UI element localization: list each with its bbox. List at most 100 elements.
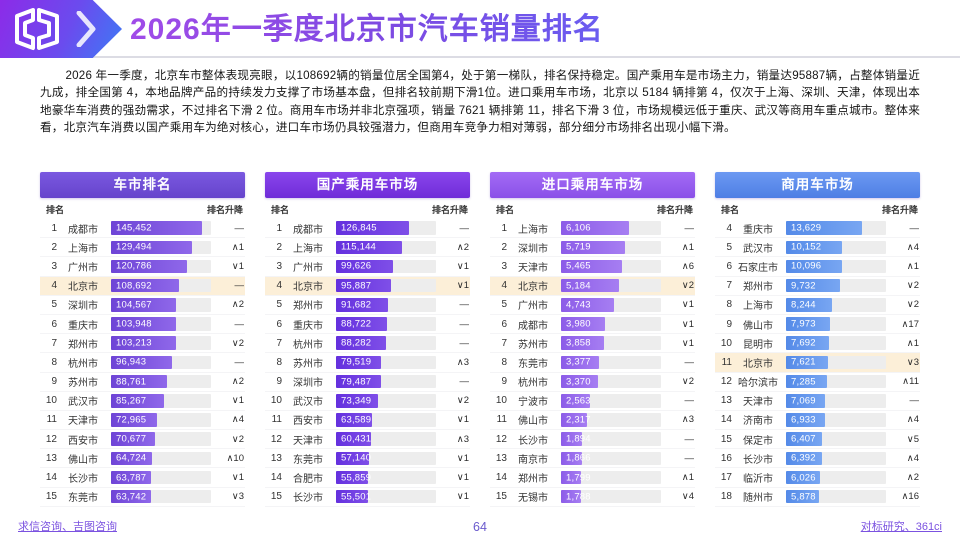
table-rows: 1 成都市 126,845 — 2 上海市 115,144 ∧2 3 广州市 9… bbox=[265, 219, 470, 507]
sales-value-label: 145,452 bbox=[116, 222, 152, 234]
rank-cell: 4 bbox=[51, 280, 57, 292]
rank-change-cell: ∧1 bbox=[681, 472, 694, 484]
sales-bar-track: 95,887 bbox=[336, 278, 436, 293]
sales-value-label: 1,788 bbox=[566, 491, 591, 503]
sales-bar-track: 10,152 bbox=[786, 240, 886, 255]
sales-bar bbox=[336, 259, 393, 274]
rank-cell: 15 bbox=[45, 491, 57, 503]
sales-bar-track: 88,761 bbox=[111, 374, 211, 389]
rank-cell: 9 bbox=[726, 318, 732, 330]
sales-value-label: 7,285 bbox=[791, 376, 816, 388]
sales-value-label: 6,106 bbox=[566, 222, 591, 234]
table-row: 10 武汉市 85,267 ∨1 bbox=[40, 392, 245, 411]
city-cell: 长沙市 bbox=[518, 435, 548, 447]
sales-bar bbox=[786, 240, 843, 255]
sales-bar bbox=[336, 432, 371, 446]
rank-cell: 10 bbox=[45, 395, 57, 407]
rank-change-cell: ∨1 bbox=[456, 414, 469, 426]
sales-bar-track: 72,965 bbox=[111, 413, 211, 427]
rank-change-cell: ∨1 bbox=[456, 260, 469, 272]
rank-cell: 7 bbox=[501, 337, 507, 349]
sales-bar-track: 63,787 bbox=[111, 470, 211, 485]
rank-change-cell: ∧10 bbox=[226, 452, 244, 464]
table-row: 12 哈尔滨市 7,285 ∧11 bbox=[715, 373, 920, 392]
table-row: 8 苏州市 79,519 ∧3 bbox=[265, 353, 470, 373]
rank-change-cell: ∨1 bbox=[231, 260, 244, 272]
rank-cell: 14 bbox=[495, 472, 507, 484]
table-row: 14 长沙市 63,787 ∨1 bbox=[40, 468, 245, 488]
sales-value-label: 6,407 bbox=[791, 433, 816, 445]
rank-change-cell: ∨2 bbox=[231, 433, 244, 445]
rank-change-cell: ∧2 bbox=[456, 241, 469, 253]
brand-logo-icon bbox=[15, 8, 59, 50]
sales-value-label: 104,567 bbox=[116, 299, 152, 311]
table-row: 9 佛山市 7,973 ∧17 bbox=[715, 315, 920, 335]
sales-bar-track: 104,567 bbox=[111, 298, 211, 312]
sales-bar-track: 64,724 bbox=[111, 451, 211, 466]
sales-bar bbox=[336, 489, 368, 504]
rank-change-cell: ∧16 bbox=[901, 491, 919, 503]
change-column-header: 排名升降 bbox=[656, 205, 693, 215]
table-row: 12 长沙市 1,894 — bbox=[490, 430, 695, 450]
footer-right-links[interactable]: 对标研究、361ci bbox=[860, 521, 942, 533]
rank-change-cell: ∧6 bbox=[681, 260, 694, 272]
city-cell: 广州市 bbox=[68, 262, 98, 274]
rank-cell: 10 bbox=[720, 337, 732, 349]
sales-bar bbox=[561, 298, 614, 312]
sales-value-label: 3,377 bbox=[566, 356, 591, 368]
sales-bar bbox=[336, 278, 391, 293]
rank-change-cell: — bbox=[459, 318, 470, 330]
table-row: 13 南京市 1,866 — bbox=[490, 449, 695, 469]
sales-bar-track: 88,722 bbox=[336, 317, 436, 331]
change-column-header: 排名升降 bbox=[881, 205, 918, 215]
sales-value-label: 5,184 bbox=[566, 280, 591, 292]
table-row: 13 天津市 7,069 — bbox=[715, 392, 920, 411]
intro-paragraph: 2026 年一季度，北京车市整体表现亮眼，以108692辆的销量位居全国第4，处… bbox=[40, 69, 920, 134]
rank-column-header: 排名 bbox=[496, 205, 515, 215]
change-column-header: 排名升降 bbox=[431, 205, 468, 215]
rank-cell: 18 bbox=[720, 491, 732, 503]
rank-change-cell: ∨2 bbox=[906, 299, 919, 311]
sales-bar-track: 55,859 bbox=[336, 470, 436, 485]
city-cell: 济南市 bbox=[743, 416, 773, 428]
rank-change-cell: ∨3 bbox=[906, 356, 919, 368]
rank-cell: 5 bbox=[726, 241, 732, 253]
table-row: 5 深圳市 104,567 ∧2 bbox=[40, 296, 245, 315]
rank-cell: 12 bbox=[720, 376, 732, 388]
city-cell: 天津市 bbox=[68, 416, 98, 428]
sales-bar-track: 6,407 bbox=[786, 432, 886, 446]
sales-value-label: 79,519 bbox=[341, 356, 372, 368]
rank-cell: 10 bbox=[495, 395, 507, 407]
city-cell: 长沙市 bbox=[68, 474, 98, 486]
table-row: 8 杭州市 96,943 — bbox=[40, 353, 245, 373]
sales-value-label: 85,267 bbox=[116, 395, 147, 407]
sales-bar-track: 4,743 bbox=[561, 298, 661, 312]
sales-value-label: 6,026 bbox=[791, 472, 816, 484]
rank-cell: 14 bbox=[45, 472, 57, 484]
sales-bar-track: 60,431 bbox=[336, 432, 436, 446]
sales-bar-track: 5,465 bbox=[561, 259, 661, 274]
sales-bar-track: 7,069 bbox=[786, 394, 886, 408]
sales-bar bbox=[336, 355, 382, 370]
rank-change-cell: — bbox=[459, 376, 470, 388]
city-cell: 武汉市 bbox=[68, 397, 98, 409]
rank-cell: 11 bbox=[721, 356, 732, 368]
city-cell: 哈尔滨市 bbox=[738, 378, 778, 390]
sales-value-label: 4,743 bbox=[566, 299, 591, 311]
column-header-row: 排名 排名升降 bbox=[490, 198, 695, 219]
sales-bar bbox=[786, 394, 826, 408]
sales-value-label: 1,799 bbox=[566, 472, 591, 484]
table-row: 4 北京市 5,184 ∨2 bbox=[490, 276, 695, 296]
city-cell: 天津市 bbox=[743, 397, 773, 409]
sales-value-label: 8,244 bbox=[791, 299, 816, 311]
city-cell: 重庆市 bbox=[293, 320, 323, 332]
table-rows: 4 重庆市 13,629 — 5 武汉市 10,152 ∧4 6 石家庄市 10… bbox=[715, 219, 920, 507]
table-row: 10 宁波市 2,563 — bbox=[490, 392, 695, 411]
rank-change-cell: ∧11 bbox=[902, 376, 919, 388]
footer-left-links[interactable]: 求信咨询、吉图咨询 bbox=[18, 521, 117, 533]
sales-value-label: 103,213 bbox=[116, 337, 152, 349]
city-cell: 郑州市 bbox=[518, 474, 548, 486]
sales-bar bbox=[561, 355, 599, 370]
table-row: 13 东莞市 57,140 ∨1 bbox=[265, 449, 470, 469]
logo-band bbox=[0, 0, 122, 58]
